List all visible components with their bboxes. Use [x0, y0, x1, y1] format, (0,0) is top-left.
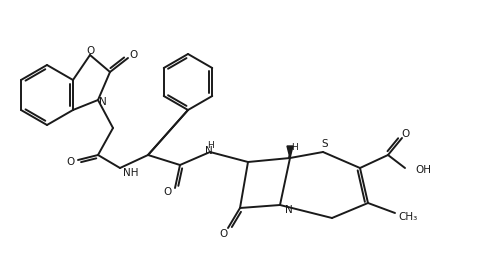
Text: N: N: [205, 146, 213, 156]
Polygon shape: [287, 146, 293, 158]
Text: N: N: [285, 205, 293, 215]
Text: O: O: [220, 229, 228, 239]
Text: O: O: [129, 50, 137, 60]
Text: S: S: [322, 139, 328, 149]
Text: H: H: [208, 141, 214, 150]
Text: O: O: [66, 157, 74, 167]
Text: O: O: [163, 187, 171, 197]
Text: O: O: [86, 46, 94, 56]
Text: NH: NH: [123, 168, 138, 178]
Text: O: O: [402, 129, 410, 139]
Text: H: H: [292, 144, 298, 153]
Text: OH: OH: [415, 165, 431, 175]
Text: CH₃: CH₃: [398, 212, 417, 222]
Text: N: N: [99, 97, 107, 107]
